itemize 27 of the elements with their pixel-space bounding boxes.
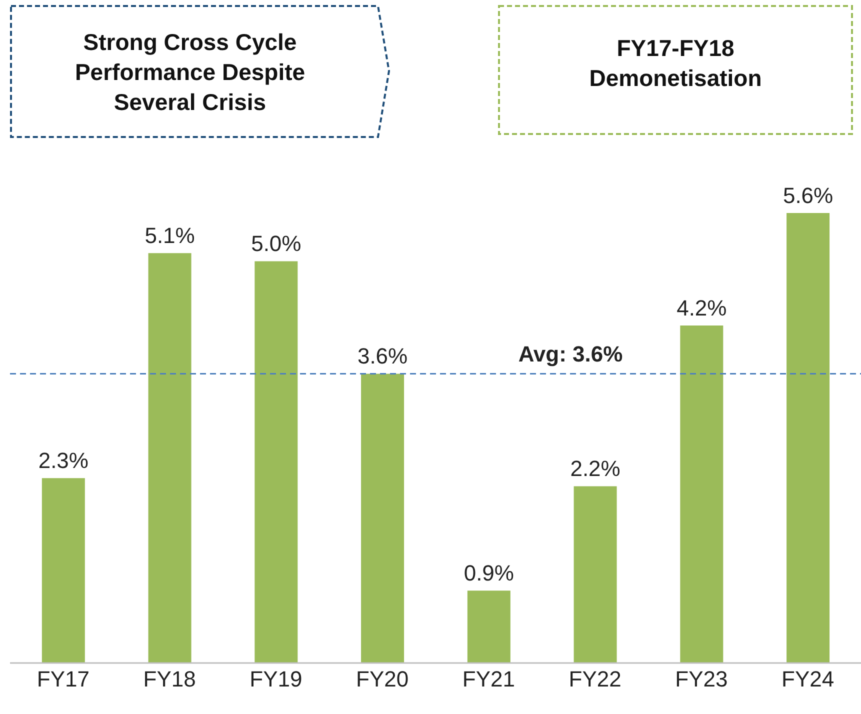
data-label: 4.2%	[676, 296, 727, 320]
data-label: 5.1%	[144, 223, 195, 248]
bar	[148, 253, 192, 663]
x-tick-label: FY23	[675, 666, 728, 692]
bar	[254, 261, 298, 663]
text: FY17-FY18 Demonetisation	[588, 34, 763, 93]
text: Strong Cross Cycle Performance Despite Several Crisis	[74, 28, 306, 117]
bar	[361, 374, 404, 663]
data-label: 5.6%	[782, 183, 834, 208]
data-label: 2.3%	[38, 448, 88, 474]
bar	[467, 590, 510, 663]
x-tick-label: FY19	[250, 666, 302, 692]
x-tick-label: FY24	[782, 666, 834, 692]
x-tick-label: FY22	[568, 666, 622, 692]
ref-line-label: Avg: 3.6%	[518, 342, 623, 367]
data-label: 3.6%	[357, 344, 408, 369]
bar	[574, 486, 617, 663]
x-tick-label: FY20	[356, 666, 409, 692]
bar	[680, 326, 724, 663]
x-tick-label: FY17	[36, 666, 90, 692]
x-tick-label: FY21	[462, 666, 515, 692]
data-label: 5.0%	[251, 231, 302, 256]
data-label: 2.2%	[570, 456, 620, 482]
bar	[42, 478, 85, 663]
data-label: 0.9%	[464, 560, 514, 586]
x-tick-label: FY18	[143, 666, 196, 692]
bar	[786, 213, 830, 663]
